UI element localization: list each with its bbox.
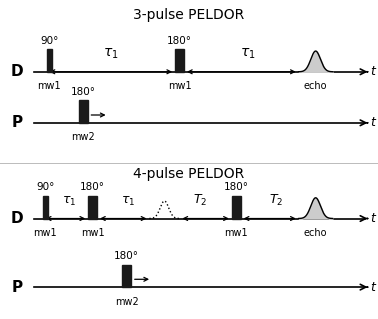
Text: mw1: mw1 bbox=[37, 81, 61, 91]
Text: D: D bbox=[11, 64, 23, 79]
Text: $T_2$: $T_2$ bbox=[269, 193, 283, 208]
Text: $\tau_1$: $\tau_1$ bbox=[121, 195, 136, 208]
Text: P: P bbox=[11, 279, 23, 295]
Text: 180°: 180° bbox=[71, 87, 96, 97]
Text: mw2: mw2 bbox=[115, 297, 138, 307]
Text: 90°: 90° bbox=[36, 182, 54, 192]
Text: t: t bbox=[371, 281, 375, 293]
Text: $\tau_1$: $\tau_1$ bbox=[62, 195, 76, 208]
Text: 180°: 180° bbox=[80, 182, 105, 192]
Bar bbox=[43, 196, 48, 219]
Text: t: t bbox=[371, 212, 375, 225]
Text: t: t bbox=[371, 65, 375, 78]
Text: echo: echo bbox=[304, 228, 327, 238]
Bar bbox=[232, 196, 241, 219]
Bar bbox=[122, 265, 131, 287]
Bar bbox=[47, 49, 51, 72]
Text: $\tau_1$: $\tau_1$ bbox=[103, 46, 118, 61]
Text: t: t bbox=[371, 116, 375, 129]
Bar bbox=[88, 196, 97, 219]
Text: $\tau_1$: $\tau_1$ bbox=[240, 46, 256, 61]
Text: $T_2$: $T_2$ bbox=[193, 193, 208, 208]
Text: mw1: mw1 bbox=[168, 81, 191, 91]
Text: 180°: 180° bbox=[167, 36, 192, 46]
Text: 4-pulse PELDOR: 4-pulse PELDOR bbox=[133, 167, 245, 182]
Text: 180°: 180° bbox=[224, 182, 249, 192]
Bar bbox=[175, 49, 184, 72]
Text: mw1: mw1 bbox=[34, 228, 57, 238]
Text: mw1: mw1 bbox=[81, 228, 104, 238]
Text: echo: echo bbox=[304, 81, 327, 91]
Text: 90°: 90° bbox=[40, 36, 58, 46]
Text: 3-pulse PELDOR: 3-pulse PELDOR bbox=[133, 8, 245, 22]
Bar bbox=[79, 100, 88, 123]
Text: mw1: mw1 bbox=[225, 228, 248, 238]
Text: P: P bbox=[11, 115, 23, 130]
Text: mw2: mw2 bbox=[71, 132, 95, 142]
Text: D: D bbox=[11, 211, 23, 226]
Text: 180°: 180° bbox=[114, 251, 139, 261]
